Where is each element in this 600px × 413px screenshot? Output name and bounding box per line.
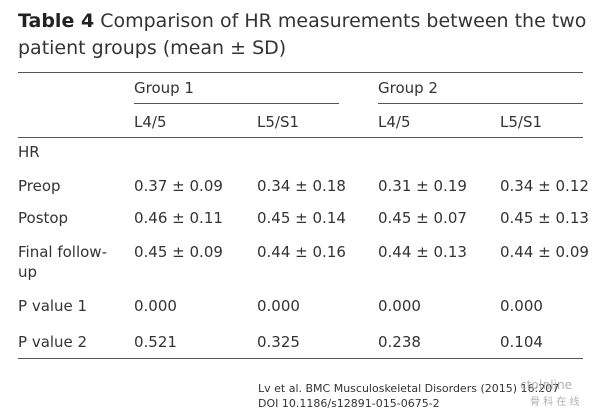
cell-value: 0.325 <box>257 333 300 351</box>
cell-value: 0.45 ± 0.07 <box>378 209 467 227</box>
group-rule <box>134 103 339 104</box>
column-header: L4/5 <box>378 113 411 131</box>
doi: DOI 10.1186/s12891-015-0675-2 <box>258 397 440 410</box>
group-header: Group 2 <box>378 79 438 97</box>
row-label: Postop <box>18 209 69 227</box>
cell-value: 0.34 ± 0.12 <box>500 177 589 195</box>
cell-value: 0.45 ± 0.14 <box>257 209 346 227</box>
header-rule <box>18 137 583 138</box>
row-label: Preop <box>18 177 61 195</box>
column-header: L5/S1 <box>500 113 543 131</box>
row-label: P value 2 <box>18 333 88 351</box>
cell-value: 0.44 ± 0.16 <box>257 243 346 261</box>
top-rule <box>18 72 583 73</box>
cell-value: 0.37 ± 0.09 <box>134 177 223 195</box>
column-header: L5/S1 <box>257 113 300 131</box>
cell-value: 0.104 <box>500 333 543 351</box>
cell-value: 0.46 ± 0.11 <box>134 209 223 227</box>
cell-value: 0.000 <box>257 297 300 315</box>
cell-value: 0.44 ± 0.13 <box>378 243 467 261</box>
table-title: Table 4 Comparison of HR measurements be… <box>18 8 593 62</box>
group-rule <box>378 103 583 104</box>
section-label: HR <box>18 143 40 161</box>
cell-value: 0.000 <box>500 297 543 315</box>
citation: Lv et al. BMC Musculoskeletal Disorders … <box>258 382 560 395</box>
cell-value: 0.31 ± 0.19 <box>378 177 467 195</box>
cell-value: 0.521 <box>134 333 177 351</box>
watermark-sub: 骨 科 在 线 <box>530 397 580 408</box>
bottom-rule <box>18 358 583 359</box>
watermark: cto|nline <box>520 378 572 392</box>
column-header: L4/5 <box>134 113 167 131</box>
cell-value: 0.000 <box>378 297 421 315</box>
cell-value: 0.000 <box>134 297 177 315</box>
row-label: Final follow-up <box>18 243 107 281</box>
cell-value: 0.45 ± 0.13 <box>500 209 589 227</box>
row-label: P value 1 <box>18 297 88 315</box>
cell-value: 0.34 ± 0.18 <box>257 177 346 195</box>
cell-value: 0.238 <box>378 333 421 351</box>
group-header: Group 1 <box>134 79 194 97</box>
table-caption: Comparison of HR measurements between th… <box>18 10 587 59</box>
cell-value: 0.45 ± 0.09 <box>134 243 223 261</box>
table-label: Table 4 <box>18 10 95 32</box>
cell-value: 0.44 ± 0.09 <box>500 243 589 261</box>
